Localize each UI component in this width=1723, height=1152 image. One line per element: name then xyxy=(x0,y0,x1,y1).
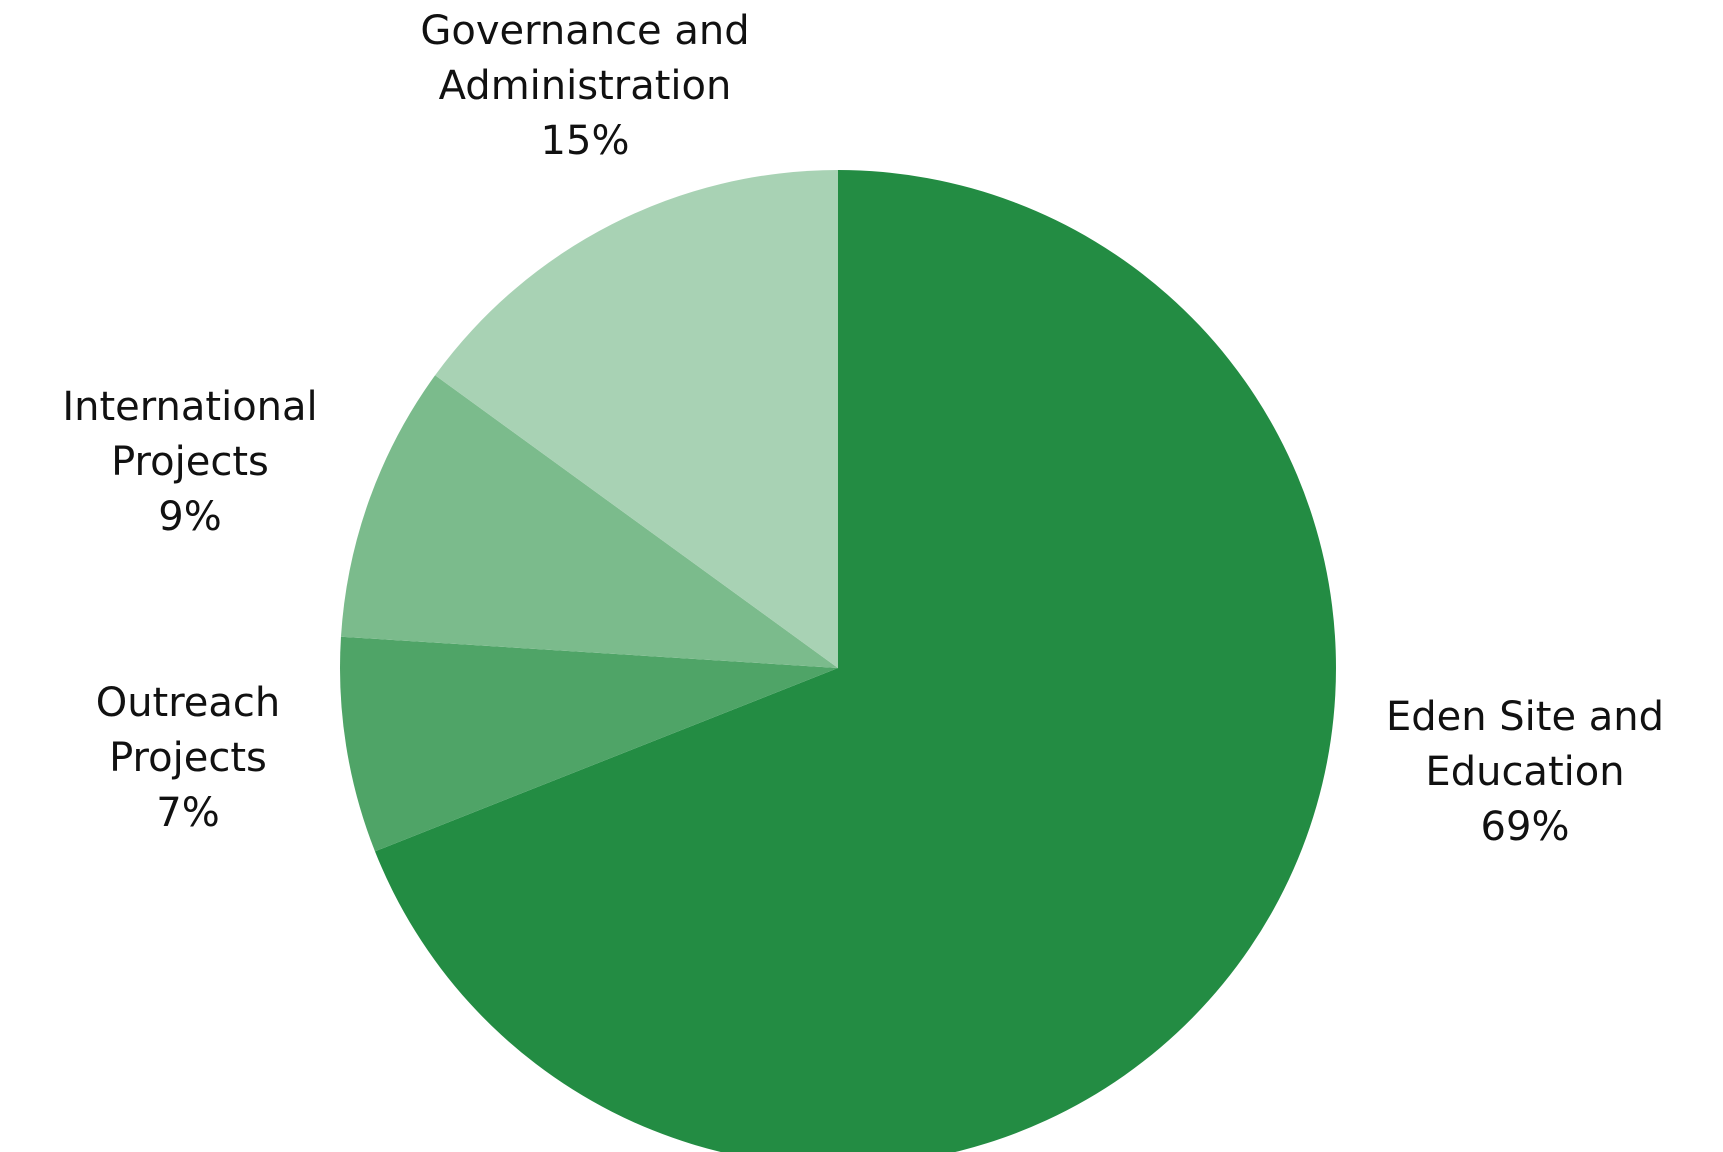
slice-percent-label: 9% xyxy=(158,494,221,540)
slice-percent-label: 7% xyxy=(156,790,219,836)
pie-slice-0 xyxy=(374,170,1336,1152)
slice-percent-label: 69% xyxy=(1481,804,1570,850)
slice-label-2: International Projects 9% xyxy=(62,384,317,540)
slice-name-line: Education xyxy=(1425,749,1624,795)
slice-label-1: Outreach Projects 7% xyxy=(96,680,281,836)
pie-slice-2 xyxy=(340,375,838,668)
pie-slice-3 xyxy=(435,170,838,668)
slice-percent-label: 15% xyxy=(541,118,630,164)
slice-name-line: Projects xyxy=(111,439,269,485)
slice-name-line: International xyxy=(62,384,317,430)
slice-label-3: Governance and Administration 15% xyxy=(420,8,749,164)
slice-name-line: Governance and xyxy=(420,8,749,54)
slice-name-line: Projects xyxy=(109,735,267,781)
slice-label-0: Eden Site and Education 69% xyxy=(1386,694,1664,850)
slice-name-line: Outreach xyxy=(96,680,281,726)
slice-name-line: Administration xyxy=(439,63,732,109)
slice-name-line: Eden Site and xyxy=(1386,694,1664,740)
pie-slice-1 xyxy=(339,636,838,852)
